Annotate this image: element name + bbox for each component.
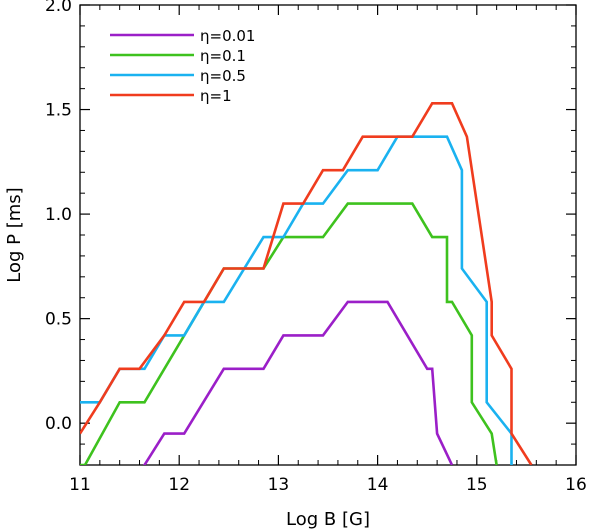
axis-tick-labels: 11 12 13 14 15 16 0.0 0.5 1.0 1.5 2.0 <box>45 0 587 495</box>
series-line-2 <box>80 202 498 465</box>
y-axis-label: Log P [ms] <box>4 187 25 282</box>
x-tick-label: 12 <box>168 475 190 495</box>
x-axis-label: Log B [G] <box>286 509 370 530</box>
y-tick-label: 1.0 <box>45 205 72 225</box>
x-tick-label: 14 <box>367 475 389 495</box>
y-tick-label: 1.5 <box>45 101 72 121</box>
legend-label-4: η=1 <box>200 87 232 105</box>
x-tick-label: 16 <box>565 475 587 495</box>
y-tick-label: 0.5 <box>45 310 72 330</box>
legend: η=0.01 η=0.1 η=0.5 η=1 <box>110 27 255 105</box>
series-layer <box>80 102 533 465</box>
x-tick-label: 11 <box>69 475 91 495</box>
y-tick-label: 2.0 <box>45 0 72 16</box>
axis-ticks <box>79 4 577 465</box>
y-tick-label: 0.0 <box>45 414 72 434</box>
legend-label-1: η=0.01 <box>200 27 255 45</box>
series-line-4 <box>80 102 533 465</box>
series-line-1 <box>143 300 454 465</box>
x-tick-label: 15 <box>466 475 488 495</box>
x-tick-label: 13 <box>268 475 290 495</box>
legend-label-3: η=0.5 <box>200 67 246 85</box>
legend-label-2: η=0.1 <box>200 47 246 65</box>
